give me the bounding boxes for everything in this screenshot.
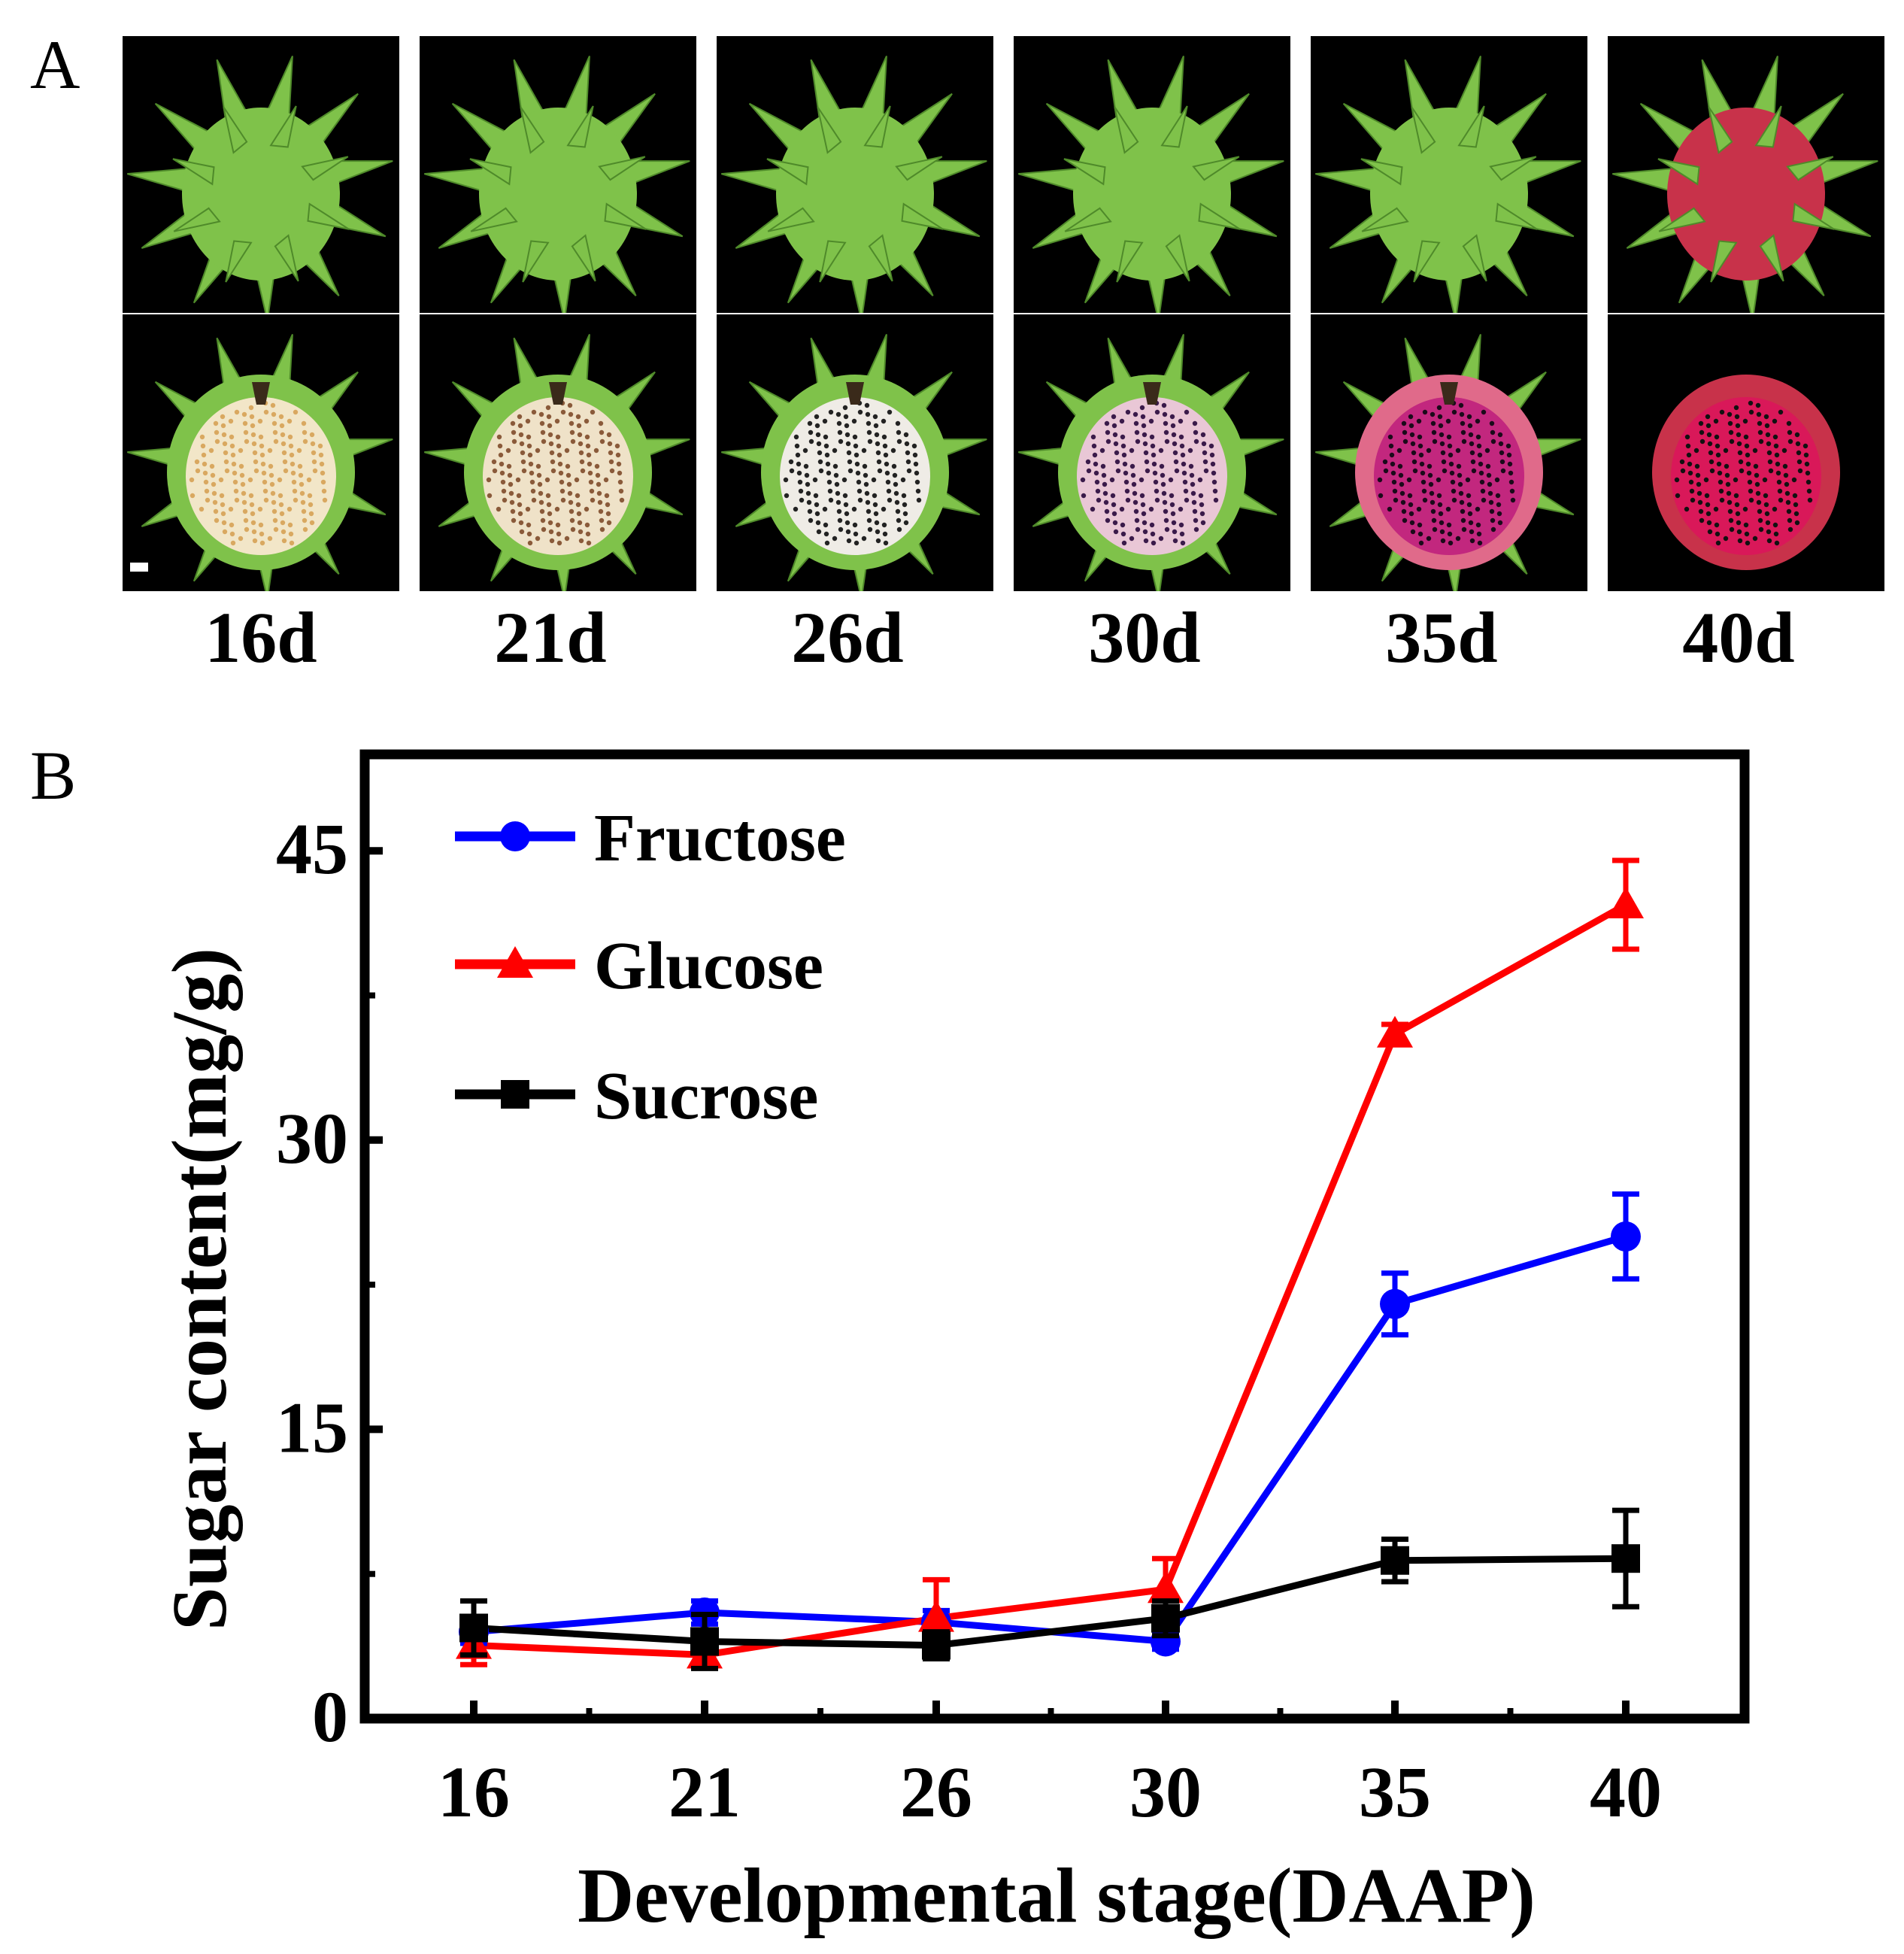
whole-fruit-photo-16d [123,36,399,313]
panel-a-label: A [30,26,80,103]
cut-fruit-photo-21d [420,314,696,591]
sucrose-point-26 [922,1631,950,1660]
y-axis-label: Sugar content(mg/g) [156,948,243,1631]
glucose-point-40 [1608,886,1644,918]
stage-label-26d: 26d [791,597,904,678]
legend-label-sucrose: Sucrose [594,1059,818,1133]
sucrose-point-35 [1381,1546,1409,1575]
glucose-point-35 [1377,1015,1413,1048]
whole-fruit-photo-26d [717,36,993,313]
cut-fruit-photo-26d [717,314,993,591]
y-tick-label-45: 45 [276,809,348,889]
stage-label-21d: 21d [494,597,607,678]
fructose-point-40 [1611,1221,1641,1252]
x-tick-label-16: 16 [438,1752,510,1832]
x-tick-label-30: 30 [1129,1752,1202,1832]
whole-fruit-photo-40d [1608,36,1884,313]
panel-b-label: B [30,737,77,814]
glucose-point-26 [918,1600,954,1632]
x-axis-label: Developmental stage(DAAP) [578,1852,1536,1939]
x-tick-label-40: 40 [1590,1752,1662,1832]
whole-fruit-photo-30d [1014,36,1290,313]
stage-label-16d: 16d [205,597,317,678]
glucose-point-30 [1148,1571,1184,1604]
fructose-line [473,1233,1627,1646]
whole-fruit-photo-21d [420,36,696,313]
stage-label-35d: 35d [1385,597,1498,678]
fructose-point-35 [1380,1288,1410,1319]
glucose-line [473,902,1628,1658]
legend-marker-fructose [500,821,530,851]
cut-fruit-photo-16d [123,314,399,591]
sucrose-line [473,1555,1627,1649]
sucrose-point-40 [1611,1544,1640,1573]
y-tick-label-15: 15 [276,1387,348,1467]
sucrose-point-30 [1151,1604,1180,1633]
legend-label-glucose: Glucose [594,929,823,1003]
sucrose-point-21 [690,1627,719,1656]
cut-fruit-photo-40d [1608,314,1884,591]
sucrose-point-16 [459,1613,488,1643]
cut-fruit-photo-30d [1014,314,1290,591]
stage-label-30d: 30d [1088,597,1201,678]
legend-label-fructose: Fructose [594,801,846,875]
x-tick-label-21: 21 [669,1752,741,1832]
y-tick-label-30: 30 [276,1098,348,1179]
cut-fruit-photo-35d [1311,314,1587,591]
legend-marker-sucrose [501,1080,529,1109]
legend-marker-glucose [497,946,533,978]
y-tick-label-0: 0 [312,1676,348,1757]
stage-label-40d: 40d [1682,597,1795,678]
x-tick-label-35: 35 [1359,1752,1431,1832]
whole-fruit-photo-35d [1311,36,1587,313]
x-tick-label-26: 26 [900,1752,972,1832]
plot-frame [359,749,1750,1724]
